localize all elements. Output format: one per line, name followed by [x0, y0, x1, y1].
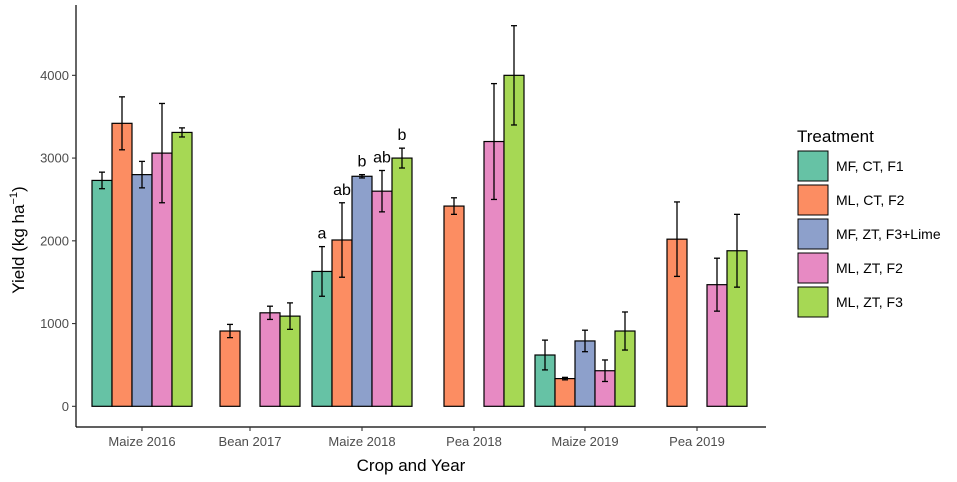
- legend: Treatment MF, CT, F1 ML, CT, F2 MF, ZT, F3…: [797, 127, 941, 318]
- error-bar-pea-2019-ml-zt-f3: [734, 213, 740, 288]
- error-bar-maize-2019-ml-ct-f2: [562, 376, 568, 381]
- bar-maize-2018-ml-zt-f2: [371, 190, 393, 407]
- legend-item-mf-zt-f3-lime: MF, ZT, F3+Lime: [797, 218, 941, 250]
- error-bar-pea-2018-ml-zt-f2: [491, 82, 497, 201]
- bar-bean-2017-ml-zt-f2: [259, 312, 281, 407]
- bar-maize-2018-ml-zt-f3: [391, 157, 413, 407]
- error-bar-maize-2019-mf-ct-f1: [542, 339, 548, 371]
- error-bar-maize-2018-ml-zt-f3: [399, 147, 405, 169]
- x-ticks-layer: Maize 2016 Bean 2017 Maize 2018 Pea 2018 Mai…: [108, 427, 725, 449]
- y-tick-label: 4000: [40, 68, 69, 83]
- legend-item-mf-ct-f1: MF, CT, F1: [797, 150, 904, 182]
- y-tick-label: 2000: [40, 233, 69, 248]
- legend-label: MF, ZT, F3+Lime: [836, 226, 941, 242]
- legend-swatch: [797, 184, 829, 216]
- error-bar-maize-2016-ml-zt-f2: [159, 102, 165, 204]
- bar-maize-2019-ml-ct-f2: [554, 377, 576, 407]
- x-tick-label-maize-2018: Maize 2018: [328, 434, 395, 449]
- error-bar-bean-2017-ml-ct-f2: [227, 323, 233, 339]
- error-bar-maize-2018-mf-zt-f3-lime: [359, 173, 365, 179]
- significance-label-maize-2018-ml-zt-f2: ab: [373, 149, 391, 166]
- x-axis-title: Crop and Year: [357, 456, 466, 475]
- legend-swatch: [797, 218, 829, 250]
- significance-label-maize-2018-mf-ct-f1: a: [318, 226, 327, 243]
- significance-label-maize-2018-mf-zt-f3-lime: b: [358, 154, 367, 171]
- error-bar-maize-2019-ml-zt-f3: [622, 311, 628, 351]
- bar-maize-2018-mf-zt-f3-lime: [351, 175, 373, 407]
- bars-layer: [91, 74, 748, 407]
- legend-item-ml-ct-f2: ML, CT, F2: [797, 184, 905, 216]
- error-bar-maize-2016-mf-ct-f1: [99, 171, 105, 190]
- y-axis-title-main: Yield (kg ha: [9, 204, 28, 294]
- x-tick-label-maize-2019: Maize 2019: [551, 434, 618, 449]
- error-bar-maize-2018-ml-ct-f2: [339, 202, 345, 278]
- legend-swatch: [797, 150, 829, 182]
- significance-label-maize-2018-ml-ct-f2: ab: [333, 182, 351, 199]
- y-tick-label: 1000: [40, 316, 69, 331]
- legend-swatch: [797, 286, 829, 318]
- x-tick-label-pea-2018: Pea 2018: [446, 434, 502, 449]
- error-bar-maize-2019-mf-zt-f3-lime: [582, 329, 588, 353]
- bar-pea-2018-ml-ct-f2: [443, 205, 465, 407]
- x-tick-label-maize-2016: Maize 2016: [108, 434, 175, 449]
- error-bar-maize-2016-ml-ct-f2: [119, 96, 125, 151]
- error-bar-bean-2017-ml-zt-f3: [287, 302, 293, 331]
- legend-item-ml-zt-f3: ML, ZT, F3: [797, 286, 903, 318]
- legend-label: ML, CT, F2: [836, 192, 905, 208]
- bar-maize-2016-mf-ct-f1: [91, 179, 113, 407]
- bar-bean-2017-ml-ct-f2: [219, 330, 241, 407]
- y-axis-title-superscript: −1: [8, 192, 20, 205]
- x-tick-label-pea-2019: Pea 2019: [669, 434, 725, 449]
- error-bar-pea-2018-ml-ct-f2: [451, 197, 457, 215]
- y-tick-label: 0: [62, 399, 69, 414]
- legend-label: MF, CT, F1: [836, 158, 904, 174]
- significance-label-maize-2018-ml-zt-f3: b: [398, 127, 407, 144]
- bar-maize-2016-mf-zt-f3-lime: [131, 174, 153, 407]
- error-bars-layer: [99, 25, 740, 383]
- error-bar-maize-2016-mf-zt-f3-lime: [139, 160, 145, 189]
- legend-label: ML, ZT, F2: [836, 260, 903, 276]
- legend-title: Treatment: [797, 127, 874, 146]
- error-bar-pea-2018-ml-zt-f3: [511, 25, 517, 126]
- bar-maize-2016-ml-ct-f2: [111, 122, 133, 407]
- error-bar-maize-2018-mf-ct-f1: [319, 245, 325, 297]
- error-bar-maize-2019-ml-zt-f2: [602, 359, 608, 383]
- error-bar-bean-2017-ml-zt-f2: [267, 305, 273, 321]
- error-bar-pea-2019-ml-ct-f2: [674, 201, 680, 278]
- y-ticks-layer: 0 1000 2000 3000 4000: [40, 68, 76, 414]
- legend-swatch: [797, 252, 829, 284]
- x-tick-label-bean-2017: Bean 2017: [219, 434, 282, 449]
- error-bar-pea-2019-ml-zt-f2: [714, 257, 720, 312]
- error-bar-maize-2016-ml-zt-f3: [179, 127, 185, 138]
- error-bar-maize-2018-ml-zt-f2: [379, 169, 385, 213]
- bar-maize-2016-ml-zt-f3: [171, 131, 193, 407]
- legend-label: ML, ZT, F3: [836, 294, 903, 310]
- y-axis-title: Yield (kg ha−1): [8, 186, 28, 293]
- y-axis-title-close: ): [9, 186, 28, 192]
- legend-item-ml-zt-f2: ML, ZT, F2: [797, 252, 903, 284]
- y-tick-label: 3000: [40, 151, 69, 166]
